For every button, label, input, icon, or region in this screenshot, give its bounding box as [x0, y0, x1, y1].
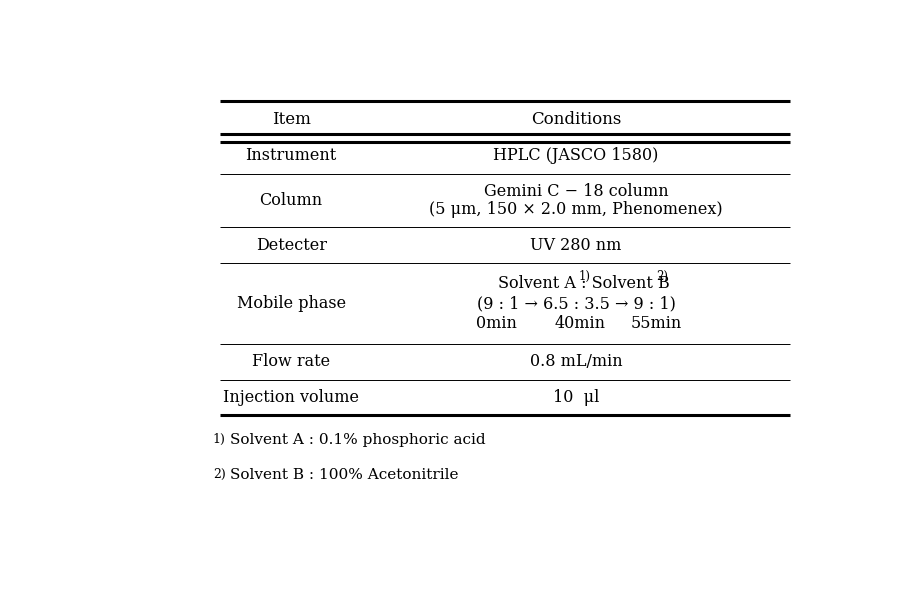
Text: 1): 1)	[213, 433, 226, 446]
Text: 1): 1)	[579, 270, 591, 283]
Text: Solvent A : 0.1% phosphoric acid: Solvent A : 0.1% phosphoric acid	[231, 433, 486, 448]
Text: (5 μm, 150 × 2.0 mm, Phenomenex): (5 μm, 150 × 2.0 mm, Phenomenex)	[430, 201, 723, 218]
Text: 55min: 55min	[631, 316, 682, 332]
Text: Gemini C − 18 column: Gemini C − 18 column	[483, 183, 668, 200]
Text: : Solvent B: : Solvent B	[576, 275, 670, 292]
Text: Item: Item	[272, 111, 310, 128]
Text: Column: Column	[259, 192, 323, 209]
Text: 2): 2)	[213, 468, 226, 481]
Text: 0.8 mL/min: 0.8 mL/min	[530, 353, 623, 371]
Text: 10  μl: 10 μl	[553, 389, 599, 406]
Text: Injection volume: Injection volume	[223, 389, 359, 406]
Text: 40min: 40min	[554, 316, 605, 332]
Text: Solvent B : 100% Acetonitrile: Solvent B : 100% Acetonitrile	[231, 468, 458, 482]
Text: Flow rate: Flow rate	[252, 353, 330, 371]
Text: Instrument: Instrument	[246, 147, 336, 165]
Text: Detecter: Detecter	[256, 237, 327, 253]
Text: UV 280 nm: UV 280 nm	[530, 237, 622, 253]
Text: HPLC (JASCO 1580): HPLC (JASCO 1580)	[493, 147, 658, 165]
Text: 2): 2)	[656, 270, 668, 283]
Text: Solvent A: Solvent A	[498, 275, 576, 292]
Text: (9 : 1 → 6.5 : 3.5 → 9 : 1): (9 : 1 → 6.5 : 3.5 → 9 : 1)	[476, 295, 675, 312]
Text: Mobile phase: Mobile phase	[237, 295, 345, 312]
Text: Conditions: Conditions	[531, 111, 622, 128]
Text: 0min: 0min	[475, 316, 517, 332]
